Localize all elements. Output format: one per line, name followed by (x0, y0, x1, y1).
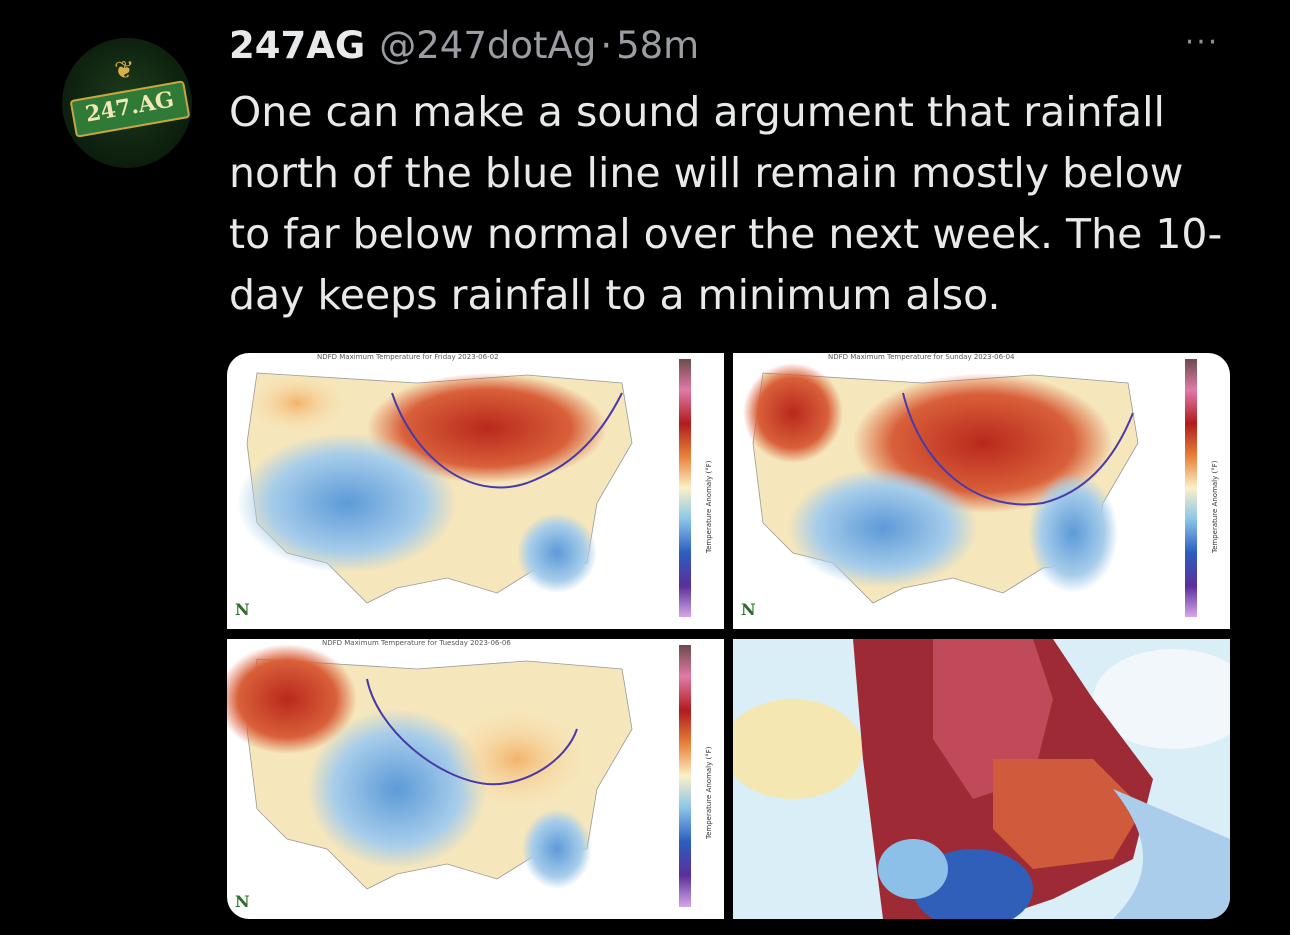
media-grid[interactable]: NDFD Maximum Temperature for Friday 2023… (227, 353, 1230, 919)
separator-dot: · (600, 24, 613, 67)
more-options-icon[interactable]: ··· (1184, 25, 1220, 60)
logo-text: N (741, 600, 756, 619)
anomaly-map (733, 639, 1230, 919)
map-title: NDFD Maximum Temperature for Sunday 2023… (828, 353, 1015, 361)
tweet-text: One can make a sound argument that rainf… (229, 88, 1223, 319)
avatar-logo-text: 247.AG (69, 80, 191, 138)
avatar[interactable]: ❦ 247.AG (62, 38, 192, 168)
colorbar-label: Temperature Anomaly (°F) (705, 746, 713, 840)
colorbar-label: Temperature Anomaly (°F) (1211, 460, 1219, 554)
temperature-map-3: NDFD Maximum Temperature for Tuesday 202… (227, 639, 713, 911)
timestamp[interactable]: 58m (616, 24, 700, 67)
author-name[interactable]: 247AG (229, 24, 366, 67)
logo-text: N (235, 600, 250, 619)
map-image-anomaly[interactable] (733, 639, 1230, 919)
map-title: NDFD Maximum Temperature for Tuesday 202… (322, 639, 511, 647)
colorbar-label: Temperature Anomaly (°F) (705, 460, 713, 554)
tweet-header: 247AG @247dotAg · 58m (229, 24, 699, 72)
author-handle[interactable]: @247dotAg (379, 24, 597, 67)
map-image-tuesday[interactable]: NDFD Maximum Temperature for Tuesday 202… (227, 639, 724, 919)
logo-text: N (235, 892, 250, 911)
temperature-map-2: NDFD Maximum Temperature for Sunday 2023… (741, 353, 1219, 619)
map-title: NDFD Maximum Temperature for Friday 2023… (317, 353, 499, 361)
temperature-map-1: NDFD Maximum Temperature for Friday 2023… (235, 353, 713, 619)
map-image-sunday[interactable]: NDFD Maximum Temperature for Sunday 2023… (733, 353, 1230, 629)
wheat-icon: ❦ (114, 56, 135, 84)
map-image-friday[interactable]: NDFD Maximum Temperature for Friday 2023… (227, 353, 724, 629)
